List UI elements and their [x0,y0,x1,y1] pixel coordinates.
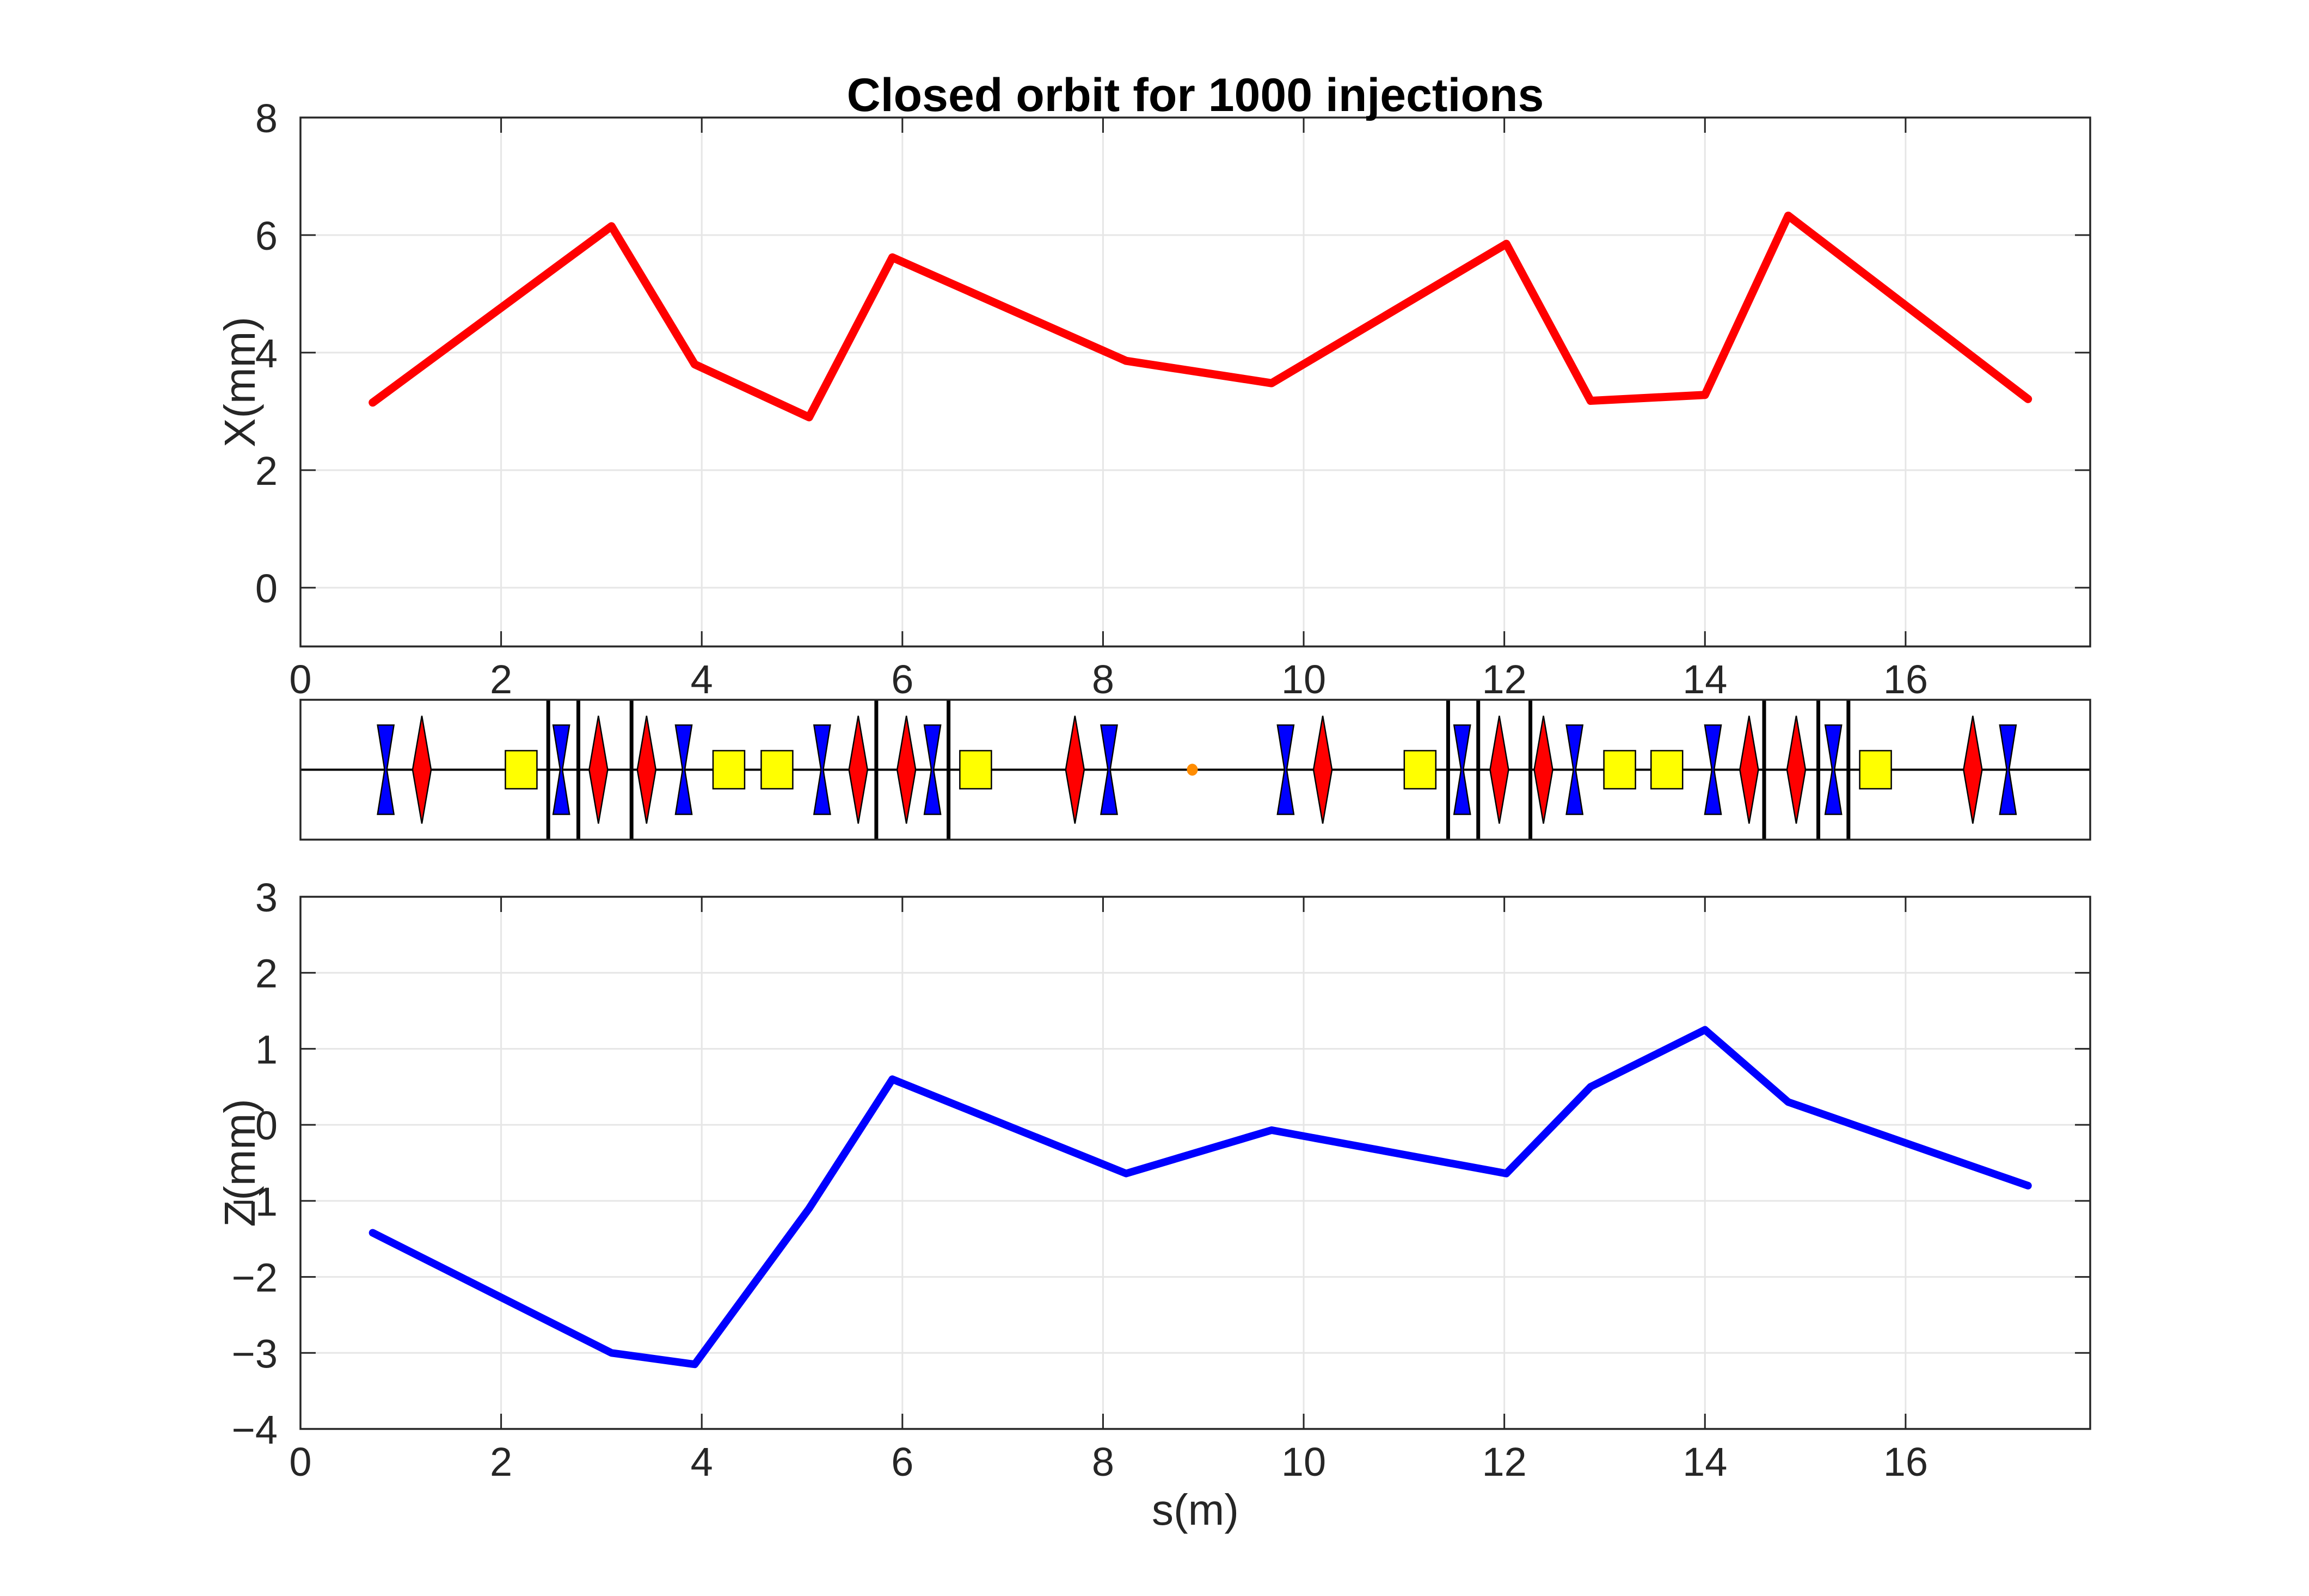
x-tick-label: 14 [1682,657,1727,702]
lattice-quadrupole-bowtie [1453,724,1471,815]
lattice-rectangle [505,750,538,790]
lattice-lens-diamond [1786,716,1807,824]
lattice-marker-dot [1187,763,1198,776]
lattice-rectangle [1603,750,1636,790]
y-tick-label: −2 [232,1255,278,1301]
y-tick-label: −1 [232,1179,278,1224]
lattice-rectangle [1859,750,1892,790]
lattice-rectangle [1403,750,1437,790]
y-tick-label: 2 [255,951,278,996]
y-tick-label: 2 [255,448,278,494]
lattice-quadrupole-bowtie [377,724,395,815]
y-tick-label: 8 [255,96,278,141]
lattice-lens-diamond [588,716,609,824]
x-tick-label: 4 [691,1439,713,1484]
x-tick-label: 2 [490,1439,512,1484]
lattice-quadrupole-bowtie [1704,724,1722,815]
y-axis-label-z-mm: Z(mm) [216,1099,264,1227]
lattice-lens-diamond [636,716,657,824]
lattice-lens-diamond [1065,716,1085,824]
x-tick-label: 16 [1883,657,1928,702]
x-tick-label: 2 [490,657,512,702]
chart-title: Closed orbit for 1000 injections [847,69,1544,121]
lattice-lens-diamond [1739,716,1759,824]
x-tick-label: 10 [1281,1439,1326,1484]
y-axis-label-x-mm: X(mm) [216,317,264,447]
lattice-quadrupole-bowtie [1100,724,1118,815]
y-tick-label: 6 [255,213,278,258]
x-tick-label: 6 [891,657,913,702]
series-line-horizontal-closed-orbit [369,211,2032,422]
y-tick-label: 3 [255,875,278,920]
axes-frame [299,116,2091,648]
y-tick-label: 0 [255,1103,278,1148]
lattice-synoptic-panel [299,699,2091,841]
lattice-frame [299,699,2091,841]
lattice-rectangle [760,750,794,790]
y-tick-label: 1 [255,1027,278,1072]
lattice-lens-diamond [848,716,869,824]
top-plot-x-orbit: 0 2 4 6 8 10 12 14 16 0 2 4 6 8 [255,96,2091,702]
x-tick-label: 10 [1281,657,1326,702]
axes-frame [299,896,2091,1430]
lattice-quadrupole-bowtie [1565,724,1584,815]
y-tick-label: 4 [255,331,278,376]
lattice-lens-diamond [1312,716,1333,824]
x-tick-label: 0 [289,1439,311,1484]
x-tick-label: 0 [289,657,311,702]
x-tick-label: 14 [1682,1439,1727,1484]
x-tick-label: 8 [1092,1439,1114,1484]
series-line-vertical-closed-orbit [369,1026,2032,1369]
lattice-rectangle [1650,750,1684,790]
lattice-quadrupole-bowtie [1276,724,1295,815]
lattice-quadrupole-bowtie [923,724,942,815]
lattice-quadrupole-bowtie [813,724,831,815]
x-tick-label: 12 [1482,657,1527,702]
x-tick-label: 4 [691,657,713,702]
lattice-lens-diamond [896,716,917,824]
lattice-quadrupole-bowtie [1824,724,1843,815]
x-axis-label-s-m: s(m) [1152,1486,1239,1534]
y-tick-label: 0 [255,566,278,611]
lattice-lens-diamond [412,716,432,824]
lattice-quadrupole-bowtie [674,724,693,815]
lattice-quadrupole-bowtie [1999,724,2017,815]
x-tick-label: 6 [891,1439,913,1484]
lattice-rectangle [959,750,992,790]
lattice-rectangle [712,750,746,790]
lattice-lens-diamond [1533,716,1553,824]
x-tick-label: 16 [1883,1439,1928,1484]
y-tick-label: −3 [232,1331,278,1376]
x-tick-label: 8 [1092,657,1114,702]
x-tick-label: 12 [1482,1439,1527,1484]
lattice-quadrupole-bowtie [552,724,570,815]
lattice-lens-diamond [1489,716,1509,824]
lattice-lens-diamond [1963,716,1983,824]
y-tick-label: −4 [232,1407,278,1452]
